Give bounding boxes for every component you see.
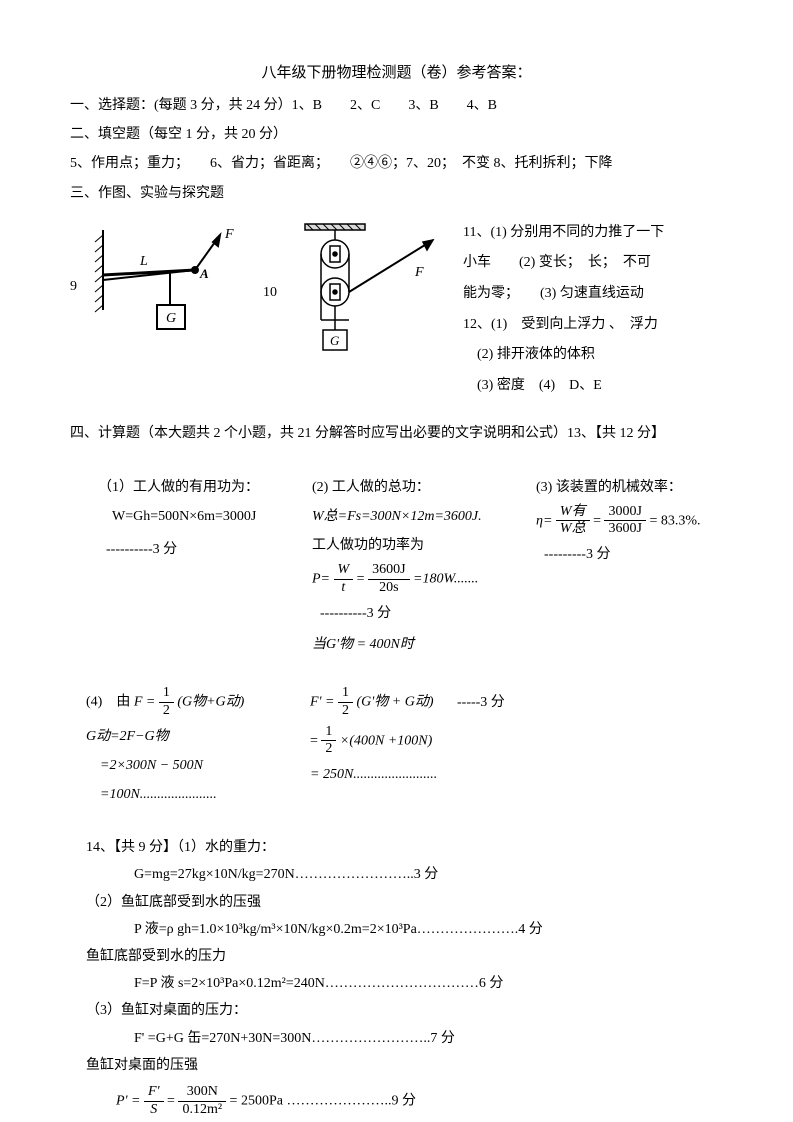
ans-11-3: 能为零； (3) 匀速直线运动: [463, 281, 723, 308]
paren: (G物+G动): [177, 695, 244, 710]
q13-3-eq: η= W有W总 = 3000J3600J = 83.3%.: [536, 504, 736, 539]
q13-part4a: (4) 由 F = 12 (G物+G动) G动=2F−G物 =2×300N − …: [86, 685, 286, 811]
frac-den: 2: [159, 703, 174, 720]
q13-3-score: ---------3 分: [544, 542, 736, 567]
q14: 14、【共 9 分】（1）水的重力： G=mg=27kg×10N/kg=270N…: [86, 835, 723, 1118]
score: -----3 分: [457, 695, 505, 710]
q14-3b-eq: P' = F'S = 300N0.12m² = 2500Pa …………………..…: [116, 1084, 723, 1119]
frac-num: 1: [321, 724, 336, 742]
section2-line5: 5、作用点；重力； 6、省力；省距离； ②④⑥；7、20； 不变 8、托利拆利；…: [70, 151, 723, 176]
q14-title: 14、【共 9 分】（1）水的重力：: [86, 835, 723, 860]
fig9-number: 9: [70, 274, 77, 299]
ans-12-2: (2) 排开液体的体积: [463, 342, 723, 369]
q13-2-P: P= Wt = 3600J20s =180W.......: [312, 562, 512, 597]
frac-den: t: [334, 580, 354, 597]
ans-11-2: 小车 (2) 变长； 长； 不可: [463, 250, 723, 277]
q14-3-eq: F' =G+G 缶=270N+30N=300N……………………..7 分: [134, 1026, 723, 1051]
section2-title: 二、填空题（每空 1 分，共 20 分）: [70, 122, 723, 147]
paren: (G'物 + G动): [357, 695, 434, 710]
eq-sign: =: [357, 572, 365, 587]
q13-4-line4: =100N......................: [100, 782, 286, 807]
frac-den: 20s: [368, 580, 409, 597]
answers-11-12: 11、(1) 分别用不同的力推了一下 小车 (2) 变长； 长； 不可 能为零；…: [463, 220, 723, 404]
frac-den: W总: [556, 521, 590, 538]
paren: ×(400N +100N): [340, 733, 432, 748]
q13-1-score: ----------3 分: [106, 537, 288, 562]
q14-3b-title: 鱼缸对桌面的压强: [86, 1053, 723, 1078]
q13-4b-line1: F' = 12 (G'物 + G动) -----3 分: [310, 685, 530, 720]
section3-title: 三、作图、实验与探究题: [70, 181, 723, 206]
result: = 83.3%.: [649, 513, 700, 528]
q13-4-line3: =2×300N − 500N: [100, 753, 286, 778]
eta: η=: [536, 513, 552, 528]
frac-num: 300N: [178, 1084, 226, 1102]
svg-text:F: F: [224, 227, 234, 242]
q13-2-P-label: P=: [312, 572, 330, 587]
F: F =: [134, 695, 156, 710]
q13-2-eq1-text: W总=Fs=300N×12m=3600J.: [312, 509, 482, 524]
q13-row2: (4) 由 F = 12 (G物+G动) G动=2F−G物 =2×300N − …: [70, 685, 723, 811]
q13-part2: (2) 工人做的总功： W总=Fs=300N×12m=3600J. 工人做功的功…: [312, 475, 512, 662]
frac-den: 2: [321, 741, 336, 758]
frac-num: W有: [556, 504, 590, 522]
q13-4b-line2: = 12 ×(400N +100N): [310, 724, 530, 759]
svg-text:F: F: [414, 265, 424, 280]
svg-text:G: G: [166, 311, 176, 326]
q13-3-title: (3) 该装置的机械效率：: [536, 475, 736, 500]
q14-2b-title: 鱼缸底部受到水的压力: [86, 944, 723, 969]
frac-num: 1: [159, 685, 174, 703]
page-title: 八年级下册物理检测题（卷）参考答案：: [70, 60, 723, 87]
svg-text:G: G: [330, 333, 340, 348]
svg-text:A: A: [199, 266, 209, 281]
section3-figures: 9: [70, 220, 723, 404]
q13-2-title: (2) 工人做的总功：: [312, 475, 512, 500]
q14-3-title: （3）鱼缸对桌面的压力：: [86, 998, 723, 1023]
section4-title: 四、计算题（本大题共 2 个小题，共 21 分解答时应写出必要的文字说明和公式）…: [70, 421, 723, 446]
eq-sign: =: [593, 513, 601, 528]
q13-part1: （1）工人做的有用功为： W=Gh=500N×6m=3000J --------…: [98, 475, 288, 567]
frac-den: 3600J: [604, 521, 645, 538]
q13-part4b: F' = 12 (G'物 + G动) -----3 分 = 12 ×(400N …: [310, 685, 530, 791]
frac-num: 3000J: [604, 504, 645, 522]
frac-num: 3600J: [368, 562, 409, 580]
q14-1-eq: G=mg=27kg×10N/kg=270N……………………..3 分: [134, 862, 723, 887]
q13-4-title: (4) 由 F = 12 (G物+G动): [86, 685, 286, 720]
q14-2-eq: P 液=ρ gh=1.0×10³kg/m³×10N/kg×0.2m=2×10³P…: [134, 917, 723, 942]
figure-9: F L A G: [85, 220, 245, 350]
q13-1-title: （1）工人做的有用功为：: [98, 475, 288, 500]
q13-4b-line3: = 250N........................: [310, 762, 530, 787]
eq: =: [167, 1093, 175, 1108]
eq: =: [310, 733, 318, 748]
frac-den: S: [144, 1102, 164, 1119]
frac-den: 0.12m²: [178, 1102, 226, 1119]
q13-2-eq1: W总=Fs=300N×12m=3600J.: [312, 504, 512, 529]
fig10-number: 10: [263, 280, 277, 305]
figure-10: F G: [285, 220, 445, 360]
ans-11-1: 11、(1) 分别用不同的力推了一下: [463, 220, 723, 247]
q13-2-score: ----------3 分: [320, 601, 512, 626]
q14-2-title: （2）鱼缸底部受到水的压强: [86, 890, 723, 915]
q13-2-when: 当G'物 = 400N时: [312, 632, 512, 657]
q14-2b-eq: F=P 液 s=2×10³Pa×0.12m²=240N……………………………6 …: [134, 971, 723, 996]
svg-text:L: L: [139, 254, 148, 269]
frac-num: F': [144, 1084, 164, 1102]
q13-1-eq: W=Gh=500N×6m=3000J: [112, 504, 288, 529]
frac-num: W: [334, 562, 354, 580]
ans-12-3: (3) 密度 (4) D、E: [463, 373, 723, 400]
Fprime: F' =: [310, 695, 335, 710]
ans-12-1: 12、(1) 受到向上浮力 、 浮力: [463, 312, 723, 339]
q13-4-line2: G动=2F−G物: [86, 724, 286, 749]
frac-den: 2: [338, 703, 353, 720]
section1: 一、选择题：(每题 3 分，共 24 分）1、B 2、C 3、B 4、B: [70, 93, 723, 118]
q13-part3: (3) 该装置的机械效率： η= W有W总 = 3000J3600J = 83.…: [536, 475, 736, 572]
result: =180W.......: [413, 572, 478, 587]
q13-2-line2: 工人做功的功率为: [312, 533, 512, 558]
when-text: 当G'物 = 400N时: [312, 637, 414, 652]
result: = 2500Pa …………………..9 分: [230, 1093, 416, 1108]
frac-num: 1: [338, 685, 353, 703]
title-text: (4) 由: [86, 695, 130, 710]
Pprime: P' =: [116, 1093, 141, 1108]
q13-row1: （1）工人做的有用功为： W=Gh=500N×6m=3000J --------…: [70, 475, 723, 662]
